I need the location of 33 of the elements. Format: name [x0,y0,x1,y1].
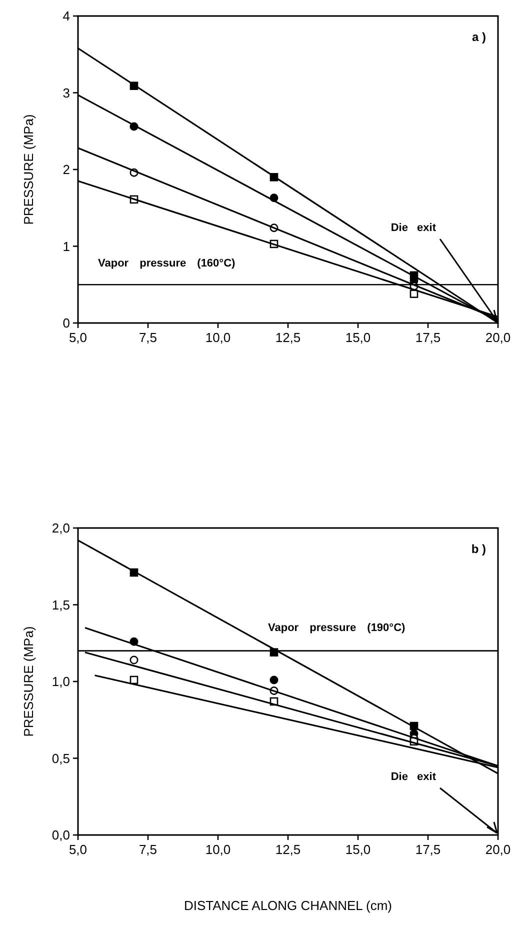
y-tick-label: 0,5 [52,750,70,766]
y-tick-label: 0 [62,316,70,331]
ref-line-label: Vapor pressure (190°C) [268,622,406,634]
y-axis-title: PRESSURE (MPa) [21,626,36,737]
y-axis-title: PRESSURE (MPa) [21,114,36,225]
x-tick-label: 20,0 [485,330,511,345]
x-tick-label: 12,5 [275,330,301,345]
y-tick-label: 1,5 [52,597,70,612]
y-tick-label: 0,0 [52,828,70,843]
y-tick-label: 2,0 [52,520,70,536]
x-tick-label: 15,0 [345,842,371,857]
x-tick-label: 7,5 [138,330,158,345]
x-tick-label: 10,0 [205,842,231,857]
ref-line-label: Vapor pressure (160°C) [98,258,236,270]
annotation: b ) [471,542,486,556]
y-tick-label: 4 [62,8,70,24]
y-tick-label: 3 [62,85,70,100]
x-tick-label: 17,5 [415,842,441,857]
x-tick-label: 15,0 [345,330,371,345]
annotation: a ) [472,30,486,44]
annotation: Die exit [390,771,436,783]
y-tick-label: 1 [62,238,70,254]
x-tick-label: 10,0 [205,330,231,345]
y-tick-label: 2 [62,162,70,178]
x-tick-label: 20,0 [485,842,511,857]
x-axis-title: DISTANCE ALONG CHANNEL (cm) [184,898,392,913]
x-tick-label: 5,0 [68,842,88,857]
x-tick-label: 12,5 [275,842,301,857]
annotation: Die exit [390,222,436,234]
x-tick-label: 7,5 [138,842,158,857]
y-tick-label: 1,0 [52,674,70,690]
x-tick-label: 5,0 [68,330,88,345]
x-tick-label: 17,5 [415,330,441,345]
